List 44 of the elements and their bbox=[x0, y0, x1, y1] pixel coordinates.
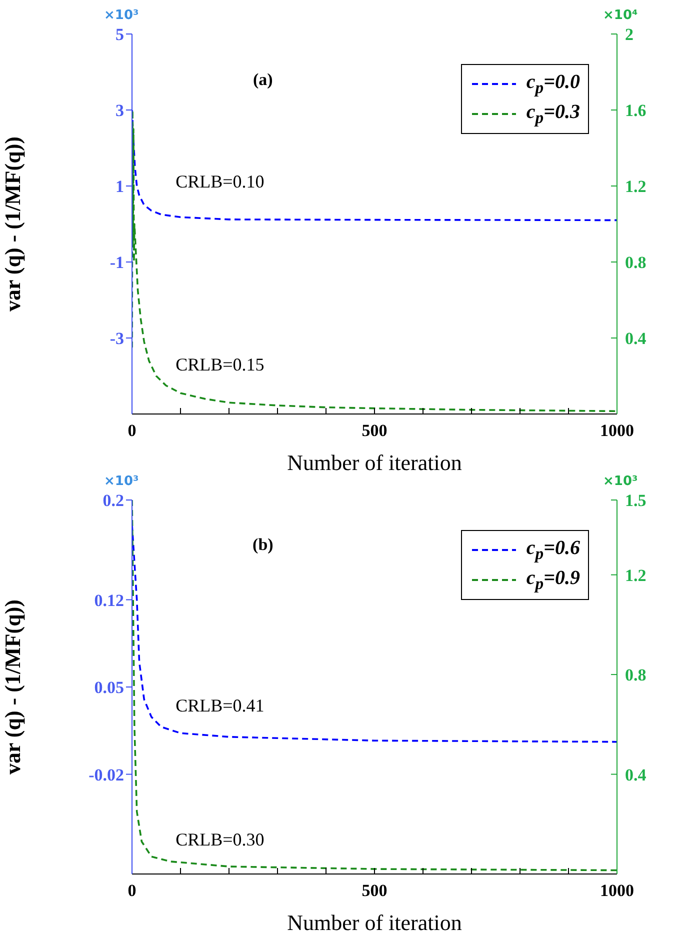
annotation: (a) bbox=[253, 70, 273, 90]
y-tick-label: 3 bbox=[116, 101, 124, 120]
legend-label: c$_{p}$=0.9 bbox=[526, 566, 580, 594]
text: ×10³ bbox=[603, 474, 638, 489]
legend-label: c$_{p}$=0.3 bbox=[526, 100, 580, 128]
y2-tick-label: 0.8 bbox=[625, 253, 646, 272]
x-tick-label: 500 bbox=[362, 881, 388, 900]
line-series bbox=[132, 524, 617, 743]
annotation: CRLB=0.15 bbox=[176, 354, 264, 376]
text: ×10³ bbox=[104, 474, 139, 489]
y-tick-label: 5 bbox=[116, 25, 124, 44]
y-tick-label: -0.02 bbox=[88, 765, 124, 784]
annotation: (b) bbox=[252, 534, 274, 555]
x-tick-label: 1000 bbox=[600, 421, 634, 440]
annotation: CRLB=0.30 bbox=[176, 830, 264, 851]
y2-tick-label: 1.5 bbox=[625, 491, 646, 510]
annotation: CRLB=0.10 bbox=[176, 172, 264, 193]
text: ×10³ bbox=[104, 8, 139, 23]
y2-tick-label: 0.4 bbox=[625, 329, 647, 348]
annotation: CRLB=0.41 bbox=[176, 695, 264, 716]
y-axis-title: var (q) - (1/MF(q)) bbox=[0, 136, 26, 312]
y-tick-label: -1 bbox=[110, 253, 124, 272]
y-tick-label: 0.05 bbox=[94, 678, 124, 698]
x-tick-label: 500 bbox=[362, 421, 388, 440]
y2-tick-label: 0.8 bbox=[625, 666, 646, 685]
y-tick-label: 0.12 bbox=[94, 590, 124, 610]
y-tick-label: 0.2 bbox=[102, 491, 124, 510]
line-series bbox=[132, 500, 617, 872]
y2-tick-label: 1.6 bbox=[625, 101, 646, 120]
y2-tick-label: 1.2 bbox=[625, 177, 646, 196]
y2-tick-label: 1.2 bbox=[625, 566, 646, 585]
text: ×10⁴ bbox=[603, 8, 638, 23]
y-tick-label: -3 bbox=[110, 329, 124, 348]
y2-tick-label: 2 bbox=[625, 25, 634, 44]
x-tick-label: 1000 bbox=[600, 881, 634, 900]
x-axis-title: Number of iteration bbox=[287, 450, 462, 475]
y-tick-label: 1 bbox=[116, 177, 124, 196]
legend-label: c$_{p}$=0.6 bbox=[526, 536, 580, 564]
x-axis-title: Number of iteration bbox=[287, 910, 462, 935]
y-axis-title: var (q) - (1/MF(q)) bbox=[0, 600, 26, 774]
x-tick-label: 0 bbox=[128, 421, 136, 440]
legend-label: c$_{p}$=0.0 bbox=[526, 70, 580, 98]
y2-tick-label: 0.4 bbox=[625, 765, 647, 784]
x-tick-label: 0 bbox=[128, 881, 136, 900]
